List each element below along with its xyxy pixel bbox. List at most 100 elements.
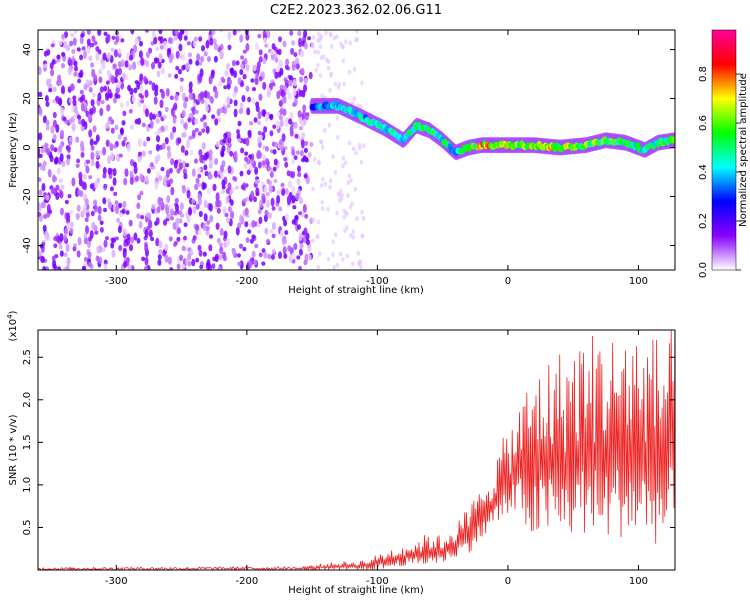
- noise-speck: [112, 168, 117, 177]
- noise-speck: [63, 234, 67, 242]
- noise-speck: [320, 144, 325, 150]
- noise-speck: [183, 235, 187, 241]
- noise-speck: [133, 232, 138, 241]
- noise-speck: [284, 64, 289, 70]
- noise-speck: [258, 151, 262, 159]
- noise-speck: [257, 161, 262, 169]
- noise-speck: [193, 98, 198, 104]
- noise-speck: [77, 236, 82, 246]
- noise-speck: [158, 175, 163, 182]
- noise-speck: [160, 125, 165, 132]
- noise-speck: [153, 57, 158, 64]
- noise-speck: [215, 140, 220, 148]
- noise-speck: [295, 192, 300, 201]
- noise-speck: [95, 150, 100, 159]
- noise-speck: [226, 103, 231, 109]
- noise-speck: [104, 92, 109, 99]
- noise-speck: [273, 178, 278, 184]
- noise-speck: [38, 249, 42, 257]
- noise-speck: [242, 49, 247, 54]
- noise-speck: [84, 217, 89, 223]
- y-tick-label: -40: [22, 237, 33, 253]
- noise-speck: [103, 207, 107, 213]
- noise-speck: [103, 31, 108, 36]
- noise-speck: [297, 110, 302, 118]
- noise-speck: [130, 30, 135, 35]
- noise-speck: [125, 100, 130, 107]
- noise-speck: [91, 221, 96, 230]
- noise-speck: [181, 110, 186, 118]
- noise-speck: [50, 68, 55, 77]
- noise-speck: [348, 40, 353, 46]
- noise-speck: [208, 149, 213, 157]
- noise-speck: [259, 199, 264, 209]
- noise-speck: [71, 48, 76, 55]
- noise-speck: [181, 65, 186, 71]
- noise-speck: [303, 147, 308, 154]
- noise-speck: [264, 43, 269, 48]
- noise-speck: [181, 52, 186, 62]
- noise-speck: [103, 263, 108, 270]
- colorbar-tick-label: 0.0: [698, 262, 709, 278]
- noise-speck: [79, 35, 84, 45]
- noise-speck: [153, 36, 158, 45]
- noise-speck: [38, 204, 42, 212]
- noise-speck: [236, 133, 241, 140]
- colorbar-ticks: 0.0 0.2 0.4 0.6 0.8: [698, 66, 741, 278]
- noise-speck: [88, 86, 93, 93]
- noise-speck: [228, 79, 233, 85]
- noise-speck: [83, 236, 88, 245]
- noise-speck: [233, 150, 238, 158]
- noise-speck: [239, 214, 243, 224]
- noise-speck: [67, 194, 72, 199]
- noise-speck: [316, 49, 321, 55]
- noise-speck: [183, 100, 188, 109]
- noise-speck: [71, 123, 76, 132]
- noise-speck: [222, 206, 227, 215]
- noise-speck: [64, 199, 69, 205]
- noise-speck: [156, 206, 161, 214]
- noise-speck: [249, 121, 254, 126]
- noise-speck: [283, 84, 287, 92]
- noise-speck: [213, 55, 218, 63]
- noise-speck: [38, 153, 43, 158]
- noise-speck: [145, 212, 150, 218]
- noise-speck: [183, 35, 188, 41]
- noise-speck: [341, 163, 345, 169]
- noise-speck: [118, 153, 123, 158]
- noise-speck: [175, 217, 180, 226]
- noise-speck: [208, 75, 213, 85]
- noise-speck: [182, 160, 186, 169]
- noise-speck: [90, 151, 95, 161]
- noise-speck: [204, 98, 209, 106]
- noise-speck: [113, 49, 118, 58]
- noise-speck: [143, 76, 148, 83]
- noise-speck: [74, 65, 78, 72]
- noise-speck: [191, 106, 196, 115]
- noise-speck: [269, 114, 274, 119]
- noise-speck: [203, 51, 208, 57]
- noise-speck: [83, 50, 87, 59]
- noise-speck: [209, 215, 214, 223]
- noise-speck: [88, 55, 93, 61]
- noise-speck: [355, 216, 359, 222]
- noise-speck: [284, 188, 289, 195]
- noise-speck: [162, 249, 167, 257]
- noise-speck: [303, 77, 308, 84]
- noise-speck: [59, 153, 64, 162]
- noise-speck: [178, 218, 183, 224]
- noise-speck: [144, 30, 149, 33]
- noise-speck: [77, 114, 81, 120]
- noise-speck: [333, 81, 338, 87]
- noise-speck: [352, 66, 357, 72]
- noise-speck: [263, 214, 268, 223]
- noise-speck: [235, 226, 240, 236]
- noise-speck: [199, 91, 204, 101]
- noise-speck: [194, 117, 199, 125]
- noise-speck: [293, 155, 298, 161]
- noise-speck: [90, 42, 95, 48]
- noise-speck: [129, 177, 134, 185]
- noise-speck: [200, 55, 205, 63]
- noise-speck: [245, 43, 250, 52]
